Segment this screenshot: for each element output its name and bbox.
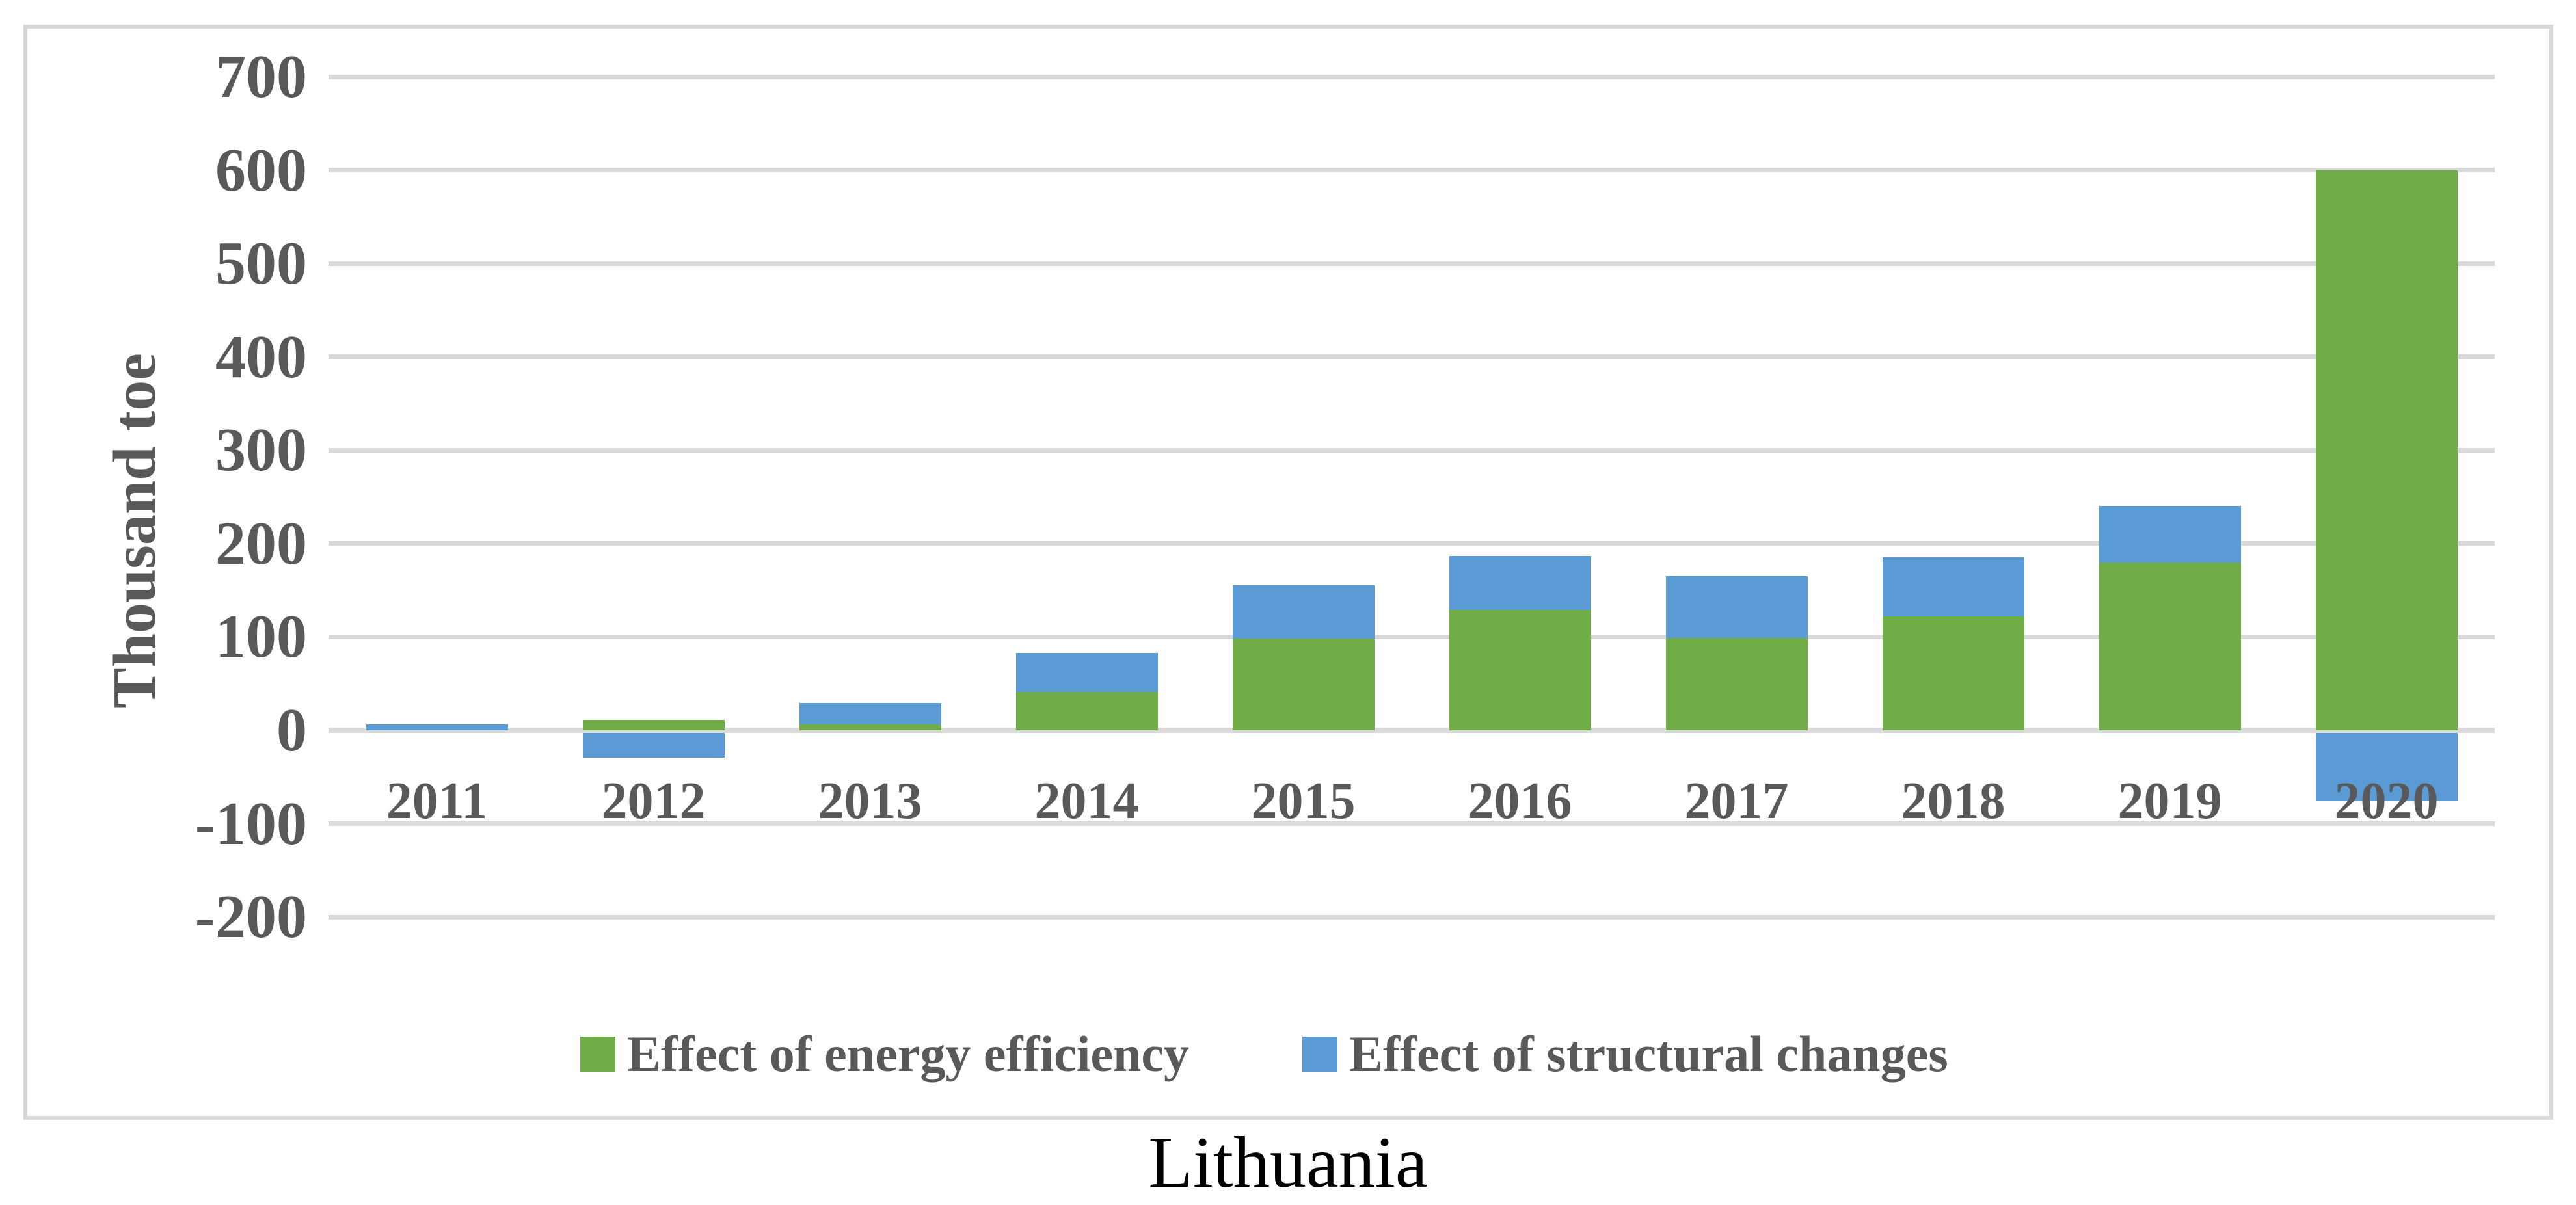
bar-segment-energy-efficiency — [1665, 637, 1808, 730]
gridline — [329, 634, 2495, 639]
x-axis-tick-label: 2011 — [386, 773, 488, 830]
gridline — [329, 914, 2495, 920]
x-axis-tick-label: 2012 — [601, 773, 706, 830]
x-axis-tick-label: 2017 — [1684, 773, 1789, 830]
chart-frame: Thousand toe 700 600 500 400 300 200 100 0 -100-… — [23, 25, 2553, 1120]
y-axis-tick-label: 300 — [215, 416, 307, 484]
bar-segment-structural-changes — [1015, 652, 1158, 693]
bar-segment-energy-efficiency — [1232, 639, 1375, 730]
bar-segment-structural-changes — [1882, 557, 2024, 616]
bar-segment-energy-efficiency — [1882, 616, 2024, 730]
gridline — [329, 168, 2495, 173]
gridline — [329, 74, 2495, 79]
bar-segment-structural-changes — [799, 703, 941, 725]
gridline — [329, 541, 2495, 546]
legend-item-structural-changes: Effect of structural changes — [1302, 1025, 1948, 1083]
gridline — [329, 821, 2495, 827]
bar-segment-energy-efficiency — [2099, 562, 2241, 730]
y-axis-tick-label: 400 — [215, 323, 307, 391]
figure-caption: Lithuania — [1148, 1122, 1428, 1203]
bar-segment-energy-efficiency — [1015, 692, 1158, 730]
gridline — [329, 728, 2495, 733]
x-axis-tick-label: 2020 — [2334, 773, 2439, 830]
plot-area: 700 600 500 400 300 200 100 0 -100 -200 2011 2012 20… — [27, 29, 2549, 1116]
legend: Effect of energy efficiency Effect of st… — [580, 1025, 1948, 1083]
bar-segment-structural-changes — [2099, 506, 2241, 563]
x-axis-tick-label: 2019 — [2117, 773, 2222, 830]
y-axis-tick-label: -100 — [195, 789, 307, 858]
y-axis-tick-label: -200 — [195, 883, 307, 951]
bar-segment-structural-changes — [582, 733, 725, 758]
x-axis-tick-label: 2014 — [1034, 773, 1139, 830]
legend-label-structural-changes: Effect of structural changes — [1349, 1026, 1948, 1082]
bar-segment-structural-changes — [1449, 555, 1591, 610]
bar-segment-structural-changes — [2315, 733, 2458, 802]
legend-item-energy-efficiency: Effect of energy efficiency — [580, 1025, 1189, 1083]
legend-label-energy-efficiency: Effect of energy efficiency — [627, 1026, 1190, 1082]
y-axis-tick-label: 200 — [215, 509, 307, 577]
x-axis-tick-label: 2015 — [1251, 773, 1356, 830]
y-axis-tick-label: 600 — [215, 136, 307, 204]
y-axis-tick-label: 0 — [276, 696, 307, 764]
gridline — [329, 447, 2495, 453]
y-axis-tick-label: 500 — [215, 230, 307, 298]
bar-segment-energy-efficiency — [582, 720, 725, 730]
bar-segment-structural-changes — [1232, 585, 1375, 639]
bar-segment-energy-efficiency — [799, 724, 941, 730]
bar-segment-structural-changes — [1665, 576, 1808, 638]
x-axis-tick-label: 2013 — [818, 773, 922, 830]
y-axis-tick-label: 100 — [215, 603, 307, 671]
gridline — [329, 261, 2495, 266]
x-axis-tick-label: 2016 — [1468, 773, 1572, 830]
legend-swatch-green-icon — [580, 1037, 615, 1072]
legend-swatch-blue-icon — [1302, 1037, 1338, 1072]
y-axis-tick-label: 700 — [215, 43, 307, 111]
bar-segment-structural-changes — [366, 724, 508, 730]
bar-segment-energy-efficiency — [1449, 609, 1591, 730]
gridline — [329, 354, 2495, 360]
bar-segment-energy-efficiency — [2315, 170, 2458, 730]
x-axis-tick-label: 2018 — [1901, 773, 2006, 830]
